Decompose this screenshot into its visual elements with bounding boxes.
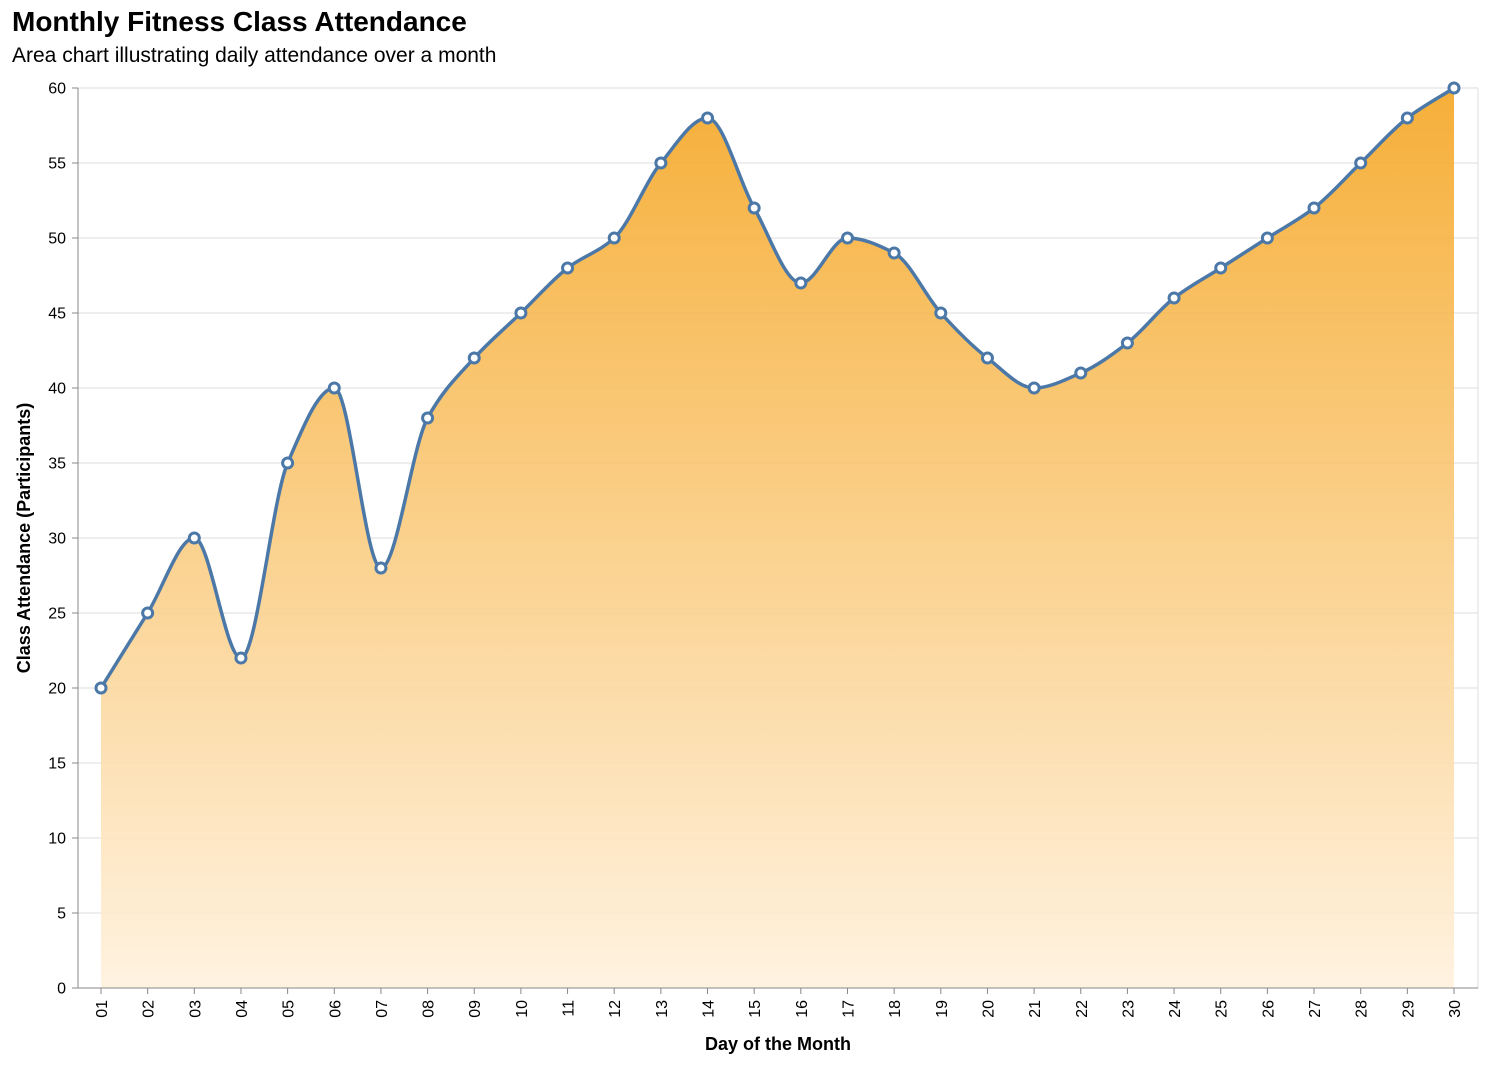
chart-title: Monthly Fitness Class Attendance <box>12 6 467 37</box>
x-tick-label: 06 <box>327 1000 344 1018</box>
data-point-30 <box>1447 81 1461 95</box>
x-tick-label: 16 <box>794 1000 811 1018</box>
x-tick-label: 04 <box>234 1000 251 1018</box>
data-point-12 <box>607 231 621 245</box>
x-tick-label: 05 <box>281 1000 298 1018</box>
y-tick-label: 55 <box>48 156 66 173</box>
x-tick-label: 10 <box>514 1000 531 1018</box>
data-point-14 <box>701 111 715 125</box>
x-tick-label: 08 <box>421 1000 438 1018</box>
data-point-22 <box>1074 366 1088 380</box>
data-point-02 <box>141 606 155 620</box>
data-point-23 <box>1120 336 1134 350</box>
x-tick-label: 27 <box>1307 1000 1324 1018</box>
data-point-24 <box>1167 291 1181 305</box>
x-tick-label: 24 <box>1167 1000 1184 1018</box>
data-point-18 <box>887 246 901 260</box>
y-tick-label: 0 <box>57 981 66 998</box>
data-point-05 <box>281 456 295 470</box>
data-points <box>94 81 1461 695</box>
data-point-01 <box>94 681 108 695</box>
data-point-29 <box>1400 111 1414 125</box>
data-point-19 <box>934 306 948 320</box>
data-point-06 <box>327 381 341 395</box>
x-tick-label: 28 <box>1354 1000 1371 1018</box>
x-tick-label: 11 <box>561 1000 578 1017</box>
data-point-28 <box>1354 156 1368 170</box>
x-tick-label: 22 <box>1074 1000 1091 1018</box>
data-point-25 <box>1214 261 1228 275</box>
x-tick-label: 20 <box>980 1000 997 1018</box>
x-tick-label: 03 <box>187 1000 204 1018</box>
data-point-07 <box>374 561 388 575</box>
y-tick-label: 50 <box>48 231 66 248</box>
data-point-09 <box>467 351 481 365</box>
data-point-13 <box>654 156 668 170</box>
x-tick-label: 15 <box>747 1000 764 1018</box>
y-tick-label: 25 <box>48 606 66 623</box>
y-tick-label: 40 <box>48 381 66 398</box>
x-tick-label: 19 <box>934 1000 951 1018</box>
x-tick-label: 26 <box>1260 1000 1277 1018</box>
data-point-20 <box>980 351 994 365</box>
data-point-15 <box>747 201 761 215</box>
data-point-17 <box>840 231 854 245</box>
x-tick-label: 23 <box>1120 1000 1137 1018</box>
x-tick-label: 21 <box>1027 1000 1044 1018</box>
x-tick-label: 13 <box>654 1000 671 1018</box>
y-axis-title: Class Attendance (Participants) <box>14 403 34 673</box>
x-tick-label: 29 <box>1400 1000 1417 1018</box>
x-tick-label: 09 <box>467 1000 484 1018</box>
x-tick-label: 02 <box>141 1000 158 1018</box>
x-tick-label: 14 <box>701 1000 718 1018</box>
x-tick-label: 07 <box>374 1000 391 1018</box>
x-tick-label: 30 <box>1447 1000 1464 1018</box>
data-point-16 <box>794 276 808 290</box>
data-point-04 <box>234 651 248 665</box>
y-tick-label: 10 <box>48 831 66 848</box>
x-tick-label: 18 <box>887 1000 904 1018</box>
x-tick-label: 17 <box>840 1000 857 1018</box>
y-tick-label: 5 <box>57 906 66 923</box>
y-tick-label: 15 <box>48 756 66 773</box>
data-point-10 <box>514 306 528 320</box>
data-point-08 <box>421 411 435 425</box>
data-point-11 <box>561 261 575 275</box>
data-point-26 <box>1260 231 1274 245</box>
x-tick-label: 01 <box>94 1000 111 1018</box>
chart-subtitle: Area chart illustrating daily attendance… <box>12 44 497 67</box>
y-tick-label: 60 <box>48 81 66 98</box>
x-tick-label: 25 <box>1214 1000 1231 1018</box>
y-tick-label: 20 <box>48 681 66 698</box>
data-point-03 <box>187 531 201 545</box>
y-tick-label: 45 <box>48 306 66 323</box>
y-tick-label: 35 <box>48 456 66 473</box>
x-axis-title: Day of the Month <box>705 1034 851 1054</box>
data-point-21 <box>1027 381 1041 395</box>
y-tick-label: 30 <box>48 531 66 548</box>
attendance-area <box>101 88 1454 988</box>
data-point-27 <box>1307 201 1321 215</box>
x-tick-label: 12 <box>607 1000 624 1018</box>
